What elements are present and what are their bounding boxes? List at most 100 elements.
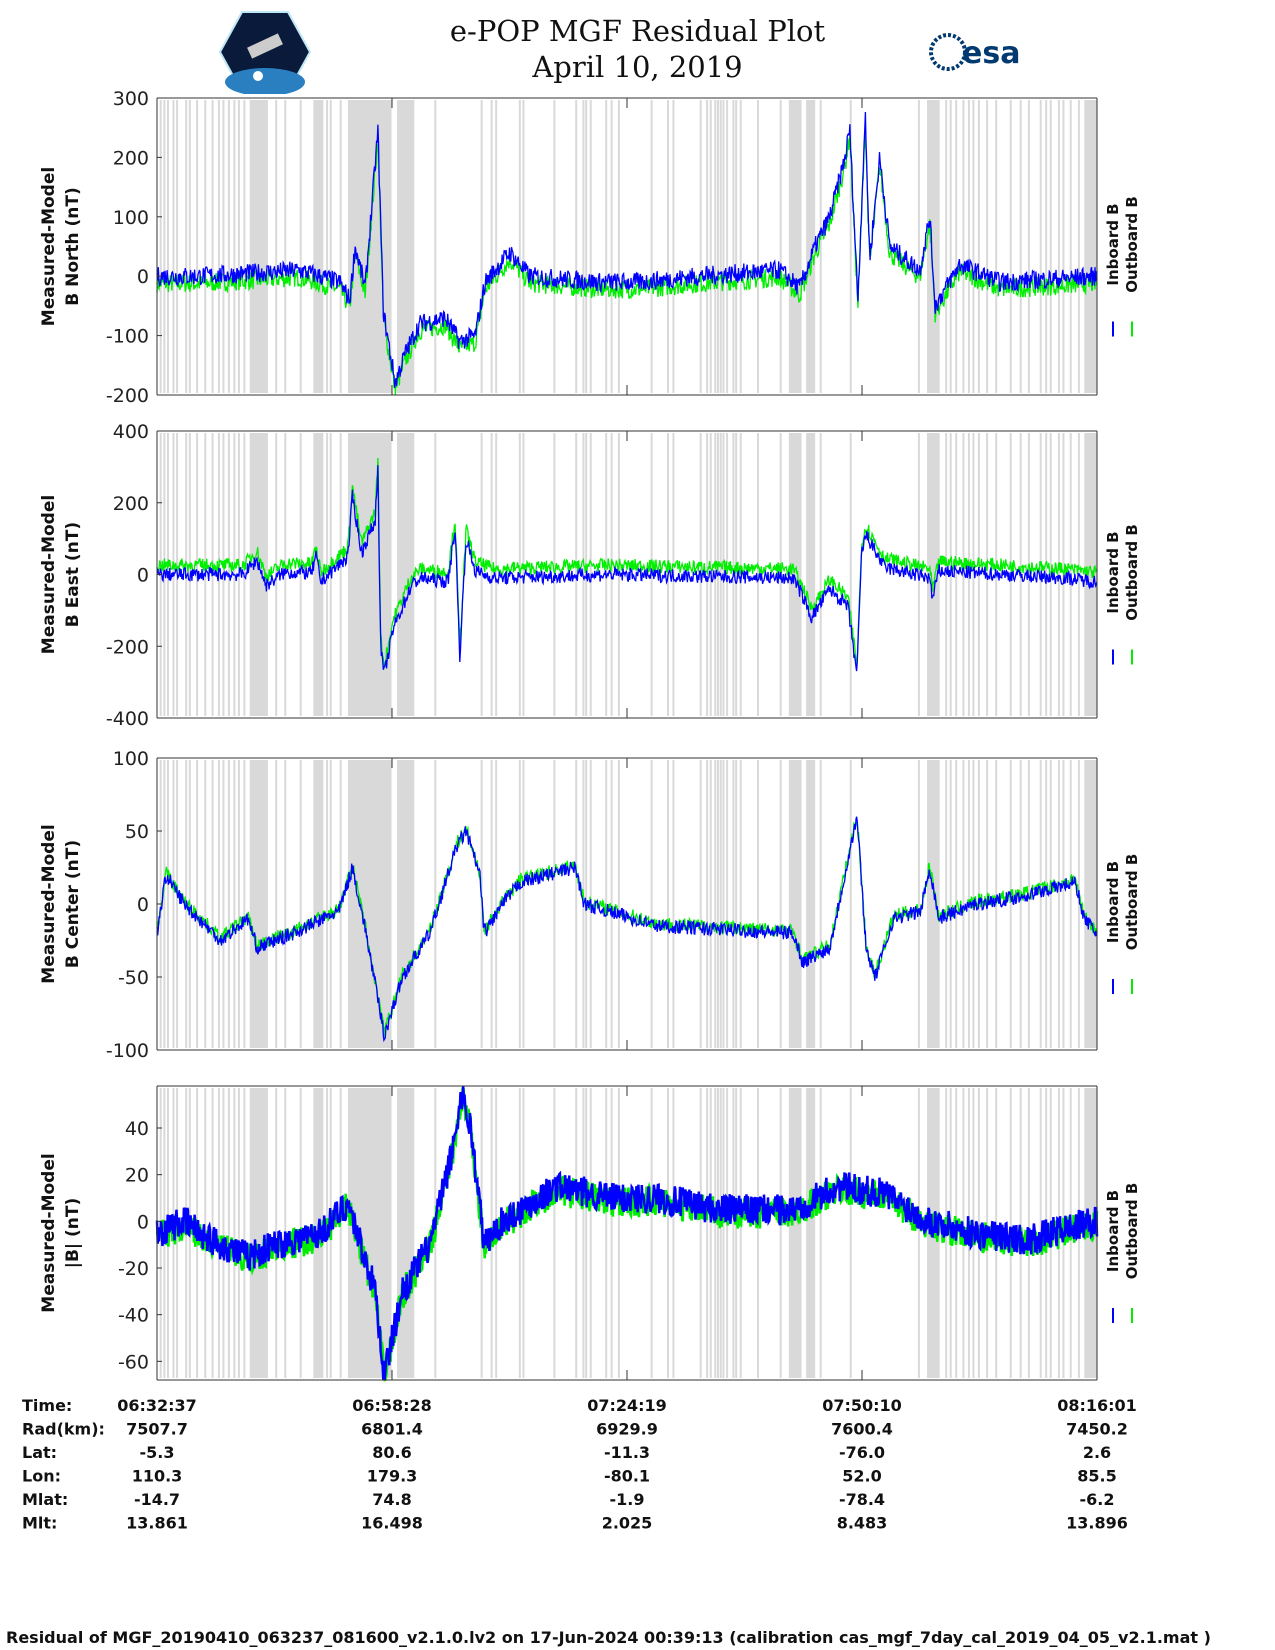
- data-gap-line: [949, 100, 952, 393]
- y-tick-label: 20: [125, 1165, 149, 1187]
- data-gap-band: [249, 1088, 268, 1378]
- data-gap-line: [667, 760, 669, 1048]
- data-gap-line: [714, 100, 717, 393]
- orbit-value: -5.3: [140, 1443, 175, 1462]
- data-gap-line: [553, 1088, 556, 1378]
- y-tick-label: 400: [113, 421, 149, 443]
- data-gap-band: [807, 433, 816, 716]
- data-gap-line: [275, 1088, 278, 1378]
- legend-label: Inboard B: [1104, 203, 1122, 285]
- data-gap-line: [722, 100, 725, 393]
- data-gap-line: [172, 760, 175, 1048]
- data-gap-line: [222, 433, 225, 716]
- legend-label: Outboard B: [1123, 196, 1141, 293]
- data-gap-band: [807, 760, 816, 1048]
- orbit-value: -6.2: [1080, 1490, 1115, 1509]
- data-gap-line: [709, 760, 712, 1048]
- orbit-value: 7600.4: [831, 1420, 893, 1439]
- data-gap-line: [605, 1088, 608, 1378]
- data-gap-line: [945, 100, 948, 393]
- y-tick-label: -200: [106, 636, 149, 658]
- data-gap-band: [347, 433, 392, 716]
- data-gap-line: [806, 100, 809, 393]
- data-gap-line: [167, 100, 169, 393]
- data-gap-line: [434, 760, 437, 1048]
- y-axis-label: Measured-Model: [39, 495, 59, 654]
- data-gap-line: [1045, 100, 1048, 393]
- data-gap-line: [726, 1088, 729, 1378]
- data-gap-band: [927, 760, 940, 1048]
- orbit-row-label: Lon:: [22, 1467, 61, 1486]
- data-gap-band: [927, 100, 940, 393]
- orbit-value: 16.498: [361, 1514, 423, 1533]
- chart-date: April 10, 2019: [532, 50, 743, 84]
- data-gap-line: [339, 433, 342, 716]
- data-gap-line: [299, 433, 302, 716]
- data-gap-line: [522, 1088, 525, 1378]
- data-gap-line: [1069, 100, 1072, 393]
- data-gap-line: [667, 1088, 669, 1378]
- data-gap-line: [706, 100, 709, 393]
- data-gap-line: [582, 100, 585, 393]
- data-gap-line: [522, 100, 525, 393]
- data-gap-line: [237, 100, 240, 393]
- data-gap-line: [185, 100, 188, 393]
- y-tick-label: -40: [118, 1305, 149, 1327]
- data-gap-line: [757, 100, 759, 393]
- y-tick-label: -20: [118, 1258, 149, 1280]
- y-axis-label: B North (nT): [63, 187, 83, 306]
- data-gap-line: [917, 100, 920, 393]
- data-gap-line: [188, 100, 191, 393]
- y-tick-label: 300: [113, 88, 149, 110]
- data-gap-line: [582, 1088, 585, 1378]
- data-gap-band: [397, 760, 415, 1048]
- data-gap-line: [699, 760, 702, 1048]
- data-gap-line: [1039, 760, 1042, 1048]
- data-gap-line: [204, 760, 207, 1048]
- y-tick-label: 200: [113, 147, 149, 169]
- data-gap-line: [709, 100, 712, 393]
- y-axis-label: |B| (nT): [63, 1198, 83, 1269]
- y-axis-label: Measured-Model: [39, 1153, 59, 1312]
- data-gap-band: [1084, 100, 1097, 393]
- data-gap-line: [159, 100, 162, 393]
- data-gap-line: [1019, 100, 1022, 393]
- data-gap-line: [735, 760, 738, 1048]
- data-gap-line: [757, 760, 759, 1048]
- data-gap-band: [313, 760, 324, 1048]
- y-tick-label: -50: [118, 967, 149, 989]
- orbit-row-label: Lat:: [22, 1443, 57, 1462]
- orbit-value: -14.7: [134, 1490, 180, 1509]
- data-gap-line: [650, 433, 653, 716]
- data-gap-line: [806, 760, 809, 1048]
- panel-4: 40 20 0 -20 -40 -60 Measured-Model |B| (nT) Inbo…: [39, 1085, 1141, 1382]
- data-gap-line: [299, 760, 302, 1048]
- data-gap-line: [575, 100, 578, 393]
- data-gap-line: [243, 760, 246, 1048]
- y-tick-label: 40: [125, 1118, 149, 1140]
- y-tick-label: 0: [137, 565, 149, 587]
- data-gap-line: [233, 1088, 236, 1378]
- data-gap-line: [714, 760, 717, 1048]
- data-gap-line: [1049, 100, 1052, 393]
- y-tick-label: -60: [118, 1351, 149, 1373]
- data-gap-line: [222, 1088, 225, 1378]
- y-tick-label: -100: [106, 1040, 149, 1062]
- data-gap-line: [518, 100, 521, 393]
- data-gap-line: [1049, 433, 1052, 716]
- data-gap-line: [714, 1088, 717, 1378]
- data-gap-band: [788, 760, 802, 1048]
- data-gap-line: [243, 1088, 246, 1378]
- data-gap-line: [495, 760, 498, 1048]
- orbit-value: 7450.2: [1066, 1420, 1128, 1439]
- data-gap-line: [575, 1088, 578, 1378]
- data-gap-line: [726, 433, 729, 716]
- inboard-series-line: [155, 1086, 1099, 1381]
- data-gap-line: [849, 100, 852, 393]
- data-gap-line: [329, 100, 332, 393]
- data-gap-line: [650, 760, 653, 1048]
- data-gap-line: [1069, 760, 1072, 1048]
- data-gap-line: [739, 100, 742, 393]
- y-axis-label: Measured-Model: [39, 167, 59, 326]
